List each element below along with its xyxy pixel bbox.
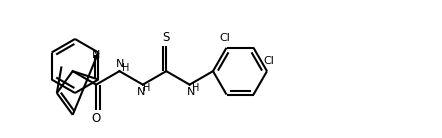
- Text: H: H: [143, 83, 151, 93]
- Text: N: N: [137, 87, 145, 97]
- Text: O: O: [91, 112, 101, 125]
- Text: N: N: [116, 59, 125, 69]
- Text: N: N: [187, 87, 195, 97]
- Text: H: H: [192, 83, 199, 93]
- Text: N: N: [92, 51, 101, 60]
- Text: H: H: [122, 63, 129, 73]
- Text: Cl: Cl: [219, 33, 230, 43]
- Text: Cl: Cl: [263, 56, 274, 66]
- Text: S: S: [163, 31, 170, 44]
